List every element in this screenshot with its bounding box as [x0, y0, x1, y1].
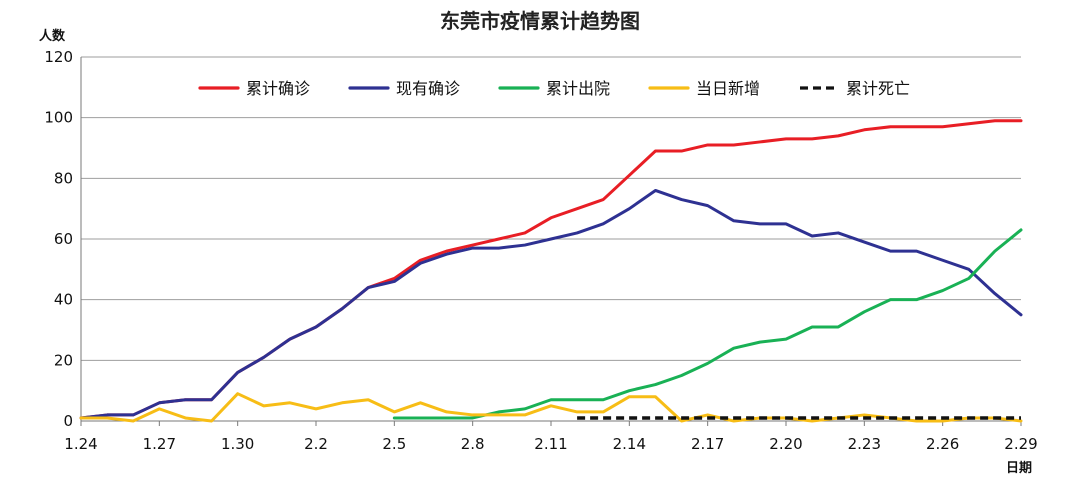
x-axis-label: 日期	[1006, 461, 1032, 476]
series-line-4	[79, 392, 1023, 423]
x-tick-label: 2.8	[461, 435, 485, 453]
y-tick-label: 100	[44, 109, 73, 127]
y-tick-label: 40	[54, 291, 73, 309]
series-line-3	[392, 228, 1023, 420]
y-tick-label: 0	[63, 412, 73, 430]
x-tick-label: 2.11	[534, 435, 567, 453]
y-tick-label: 120	[44, 48, 73, 66]
chart-title: 东莞市疫情累计趋势图	[440, 9, 640, 33]
grid-lines	[81, 56, 1021, 422]
x-tick-label: 2.23	[848, 435, 881, 453]
y-tick-label: 20	[54, 351, 73, 369]
x-tick-label: 2.26	[926, 435, 959, 453]
x-tick-label: 2.29	[1004, 435, 1037, 453]
x-tick-label: 1.24	[64, 435, 97, 453]
x-tick-label: 1.27	[143, 435, 176, 453]
legend-label-5: 累计死亡	[846, 79, 910, 98]
legend-label-4: 当日新增	[696, 79, 760, 98]
y-tick-label: 80	[54, 169, 73, 187]
y-tick-label: 60	[54, 230, 73, 248]
legend-label-2: 现有确诊	[396, 79, 460, 98]
series-lines	[79, 119, 1023, 423]
series-line-1	[79, 119, 1023, 420]
legend-label-3: 累计出院	[546, 79, 610, 98]
x-tick-label: 1.30	[221, 435, 254, 453]
x-tick-label: 2.2	[304, 435, 328, 453]
x-tick-label: 2.20	[769, 435, 802, 453]
x-tick-label: 2.14	[613, 435, 646, 453]
x-tick-label: 2.17	[691, 435, 724, 453]
x-tick-label: 2.5	[382, 435, 406, 453]
axes: 0 20 40 60 80 100 120 1.24 1.27 1.30 2.2 2.5 2.8 2.11…	[44, 48, 1037, 453]
y-axis-label: 人数	[39, 28, 66, 44]
legend-label-1: 累计确诊	[246, 79, 310, 98]
series-line-2	[79, 188, 1023, 420]
legend: 累计确诊 现有确诊 累计出院 当日新增 累计死亡	[198, 79, 910, 98]
